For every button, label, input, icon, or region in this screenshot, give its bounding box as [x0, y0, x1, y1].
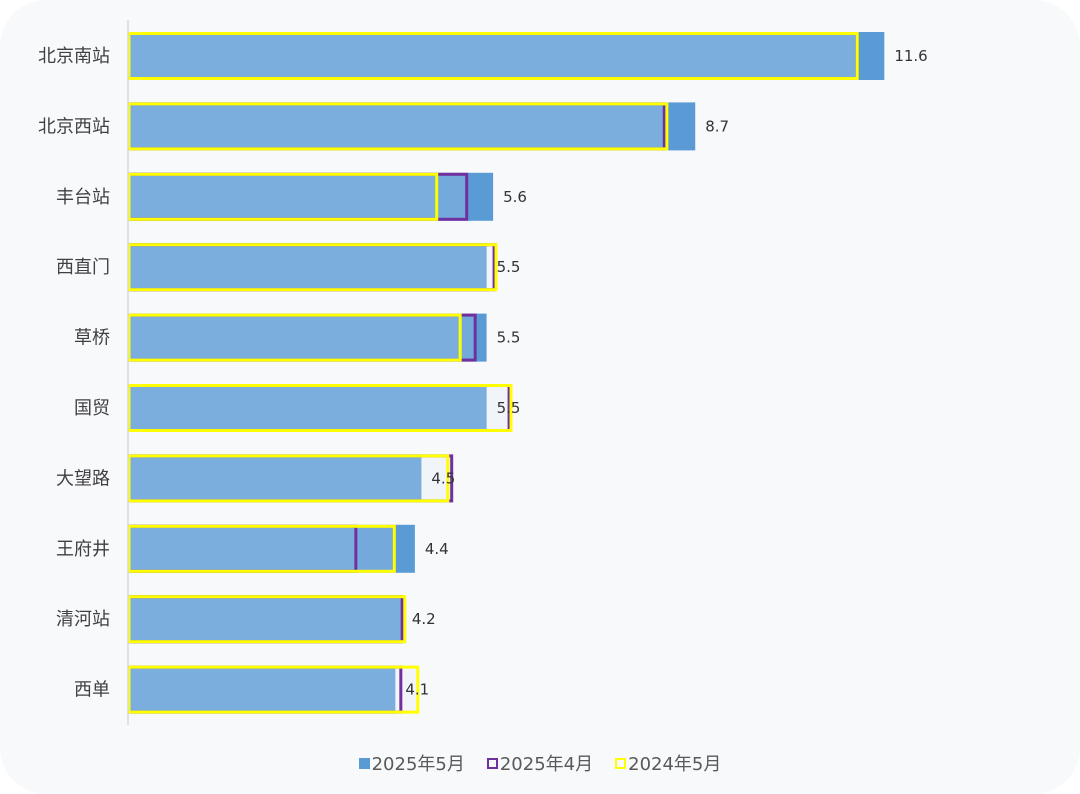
bar-2024-may [127, 32, 859, 80]
legend-label: 2025年4月 [499, 754, 594, 775]
bar-2025-may [128, 243, 487, 292]
bar-overlap-highlight-inner [128, 384, 487, 432]
bar-2025-may [128, 665, 396, 714]
value-label: 11.6 [894, 47, 927, 65]
bar-overlap-highlight [128, 454, 422, 503]
bar-overlap-highlight-inner [128, 313, 462, 362]
bar-overlap-highlight [128, 384, 487, 432]
legend-item-2025-apr[interactable]: 2025年4月 [486, 750, 594, 776]
bar-2025-may [128, 313, 487, 362]
bar-2024-may [127, 384, 513, 432]
legend: 2025年5月 2025年4月 2024年5月 [0, 750, 1080, 776]
value-label: 4.1 [405, 681, 429, 699]
value-label: 4.2 [412, 610, 436, 628]
category-label: 国贸 [74, 398, 110, 419]
category-label: 丰台站 [56, 187, 110, 208]
bar-overlap-highlight-inner [128, 524, 357, 573]
bar-overlap-highlight [128, 243, 487, 292]
category-label: 王府井 [56, 539, 110, 560]
bar-2024-may [127, 665, 420, 714]
legend-swatch-outline [615, 757, 627, 769]
bar-overlap-highlight [128, 102, 668, 151]
bar-overlap-highlight [128, 595, 402, 644]
bar-overlap-highlight [128, 32, 859, 80]
bar-overlap-highlight-inner [128, 454, 422, 503]
bar-overlap-highlight [128, 665, 396, 714]
bar-overlap-highlight [128, 313, 477, 362]
bar-overlap-highlight [128, 172, 468, 221]
bar-overlap-highlight-inner [128, 172, 438, 221]
category-label: 西直门 [56, 257, 110, 278]
value-label: 5.5 [497, 329, 521, 347]
legend-swatch-filled [358, 757, 370, 769]
category-label: 北京南站 [38, 46, 110, 67]
bar-2025-may [128, 32, 885, 80]
bar-2025-may [128, 102, 696, 151]
bar-overlap-highlight-inner [128, 102, 666, 151]
legend-item-2025-may[interactable]: 2025年5月 [358, 750, 465, 776]
value-label: 5.5 [497, 258, 521, 276]
value-label: 4.5 [431, 469, 455, 487]
legend-label: 2024年5月 [628, 754, 722, 775]
bar-2025-may [128, 524, 415, 573]
bar-2024-may [127, 524, 396, 573]
bar-2024-may [127, 313, 462, 362]
value-label: 5.6 [503, 188, 527, 206]
legend-swatch-outline [486, 757, 498, 769]
value-label: 4.4 [425, 540, 449, 558]
bar-2024-may [127, 595, 407, 644]
bar-overlap-highlight-inner [128, 595, 402, 644]
category-label: 清河站 [56, 609, 110, 630]
bar-2024-may [127, 102, 669, 151]
legend-label: 2025年5月 [371, 754, 465, 775]
value-label: 8.7 [705, 117, 729, 135]
bar-2024-may [127, 172, 439, 221]
bar-overlap-highlight-inner [128, 665, 396, 714]
bar-2025-may [128, 384, 487, 432]
category-label: 草桥 [74, 328, 110, 349]
bar-overlap-highlight [128, 524, 396, 573]
bar-overlap-highlight-inner [128, 243, 487, 292]
bar-2024-may [127, 454, 450, 503]
bar-2025-may [128, 172, 494, 221]
bar-2024-may [127, 243, 498, 292]
category-label: 大望路 [56, 468, 110, 489]
category-label: 北京西站 [38, 116, 110, 137]
bar-2025-may [128, 595, 402, 644]
bar-2025-may [128, 454, 422, 503]
legend-item-2024-may[interactable]: 2024年5月 [615, 750, 721, 776]
bar-overlap-highlight-inner [128, 32, 859, 80]
value-label: 5.5 [497, 399, 521, 417]
category-label: 西单 [74, 680, 110, 701]
